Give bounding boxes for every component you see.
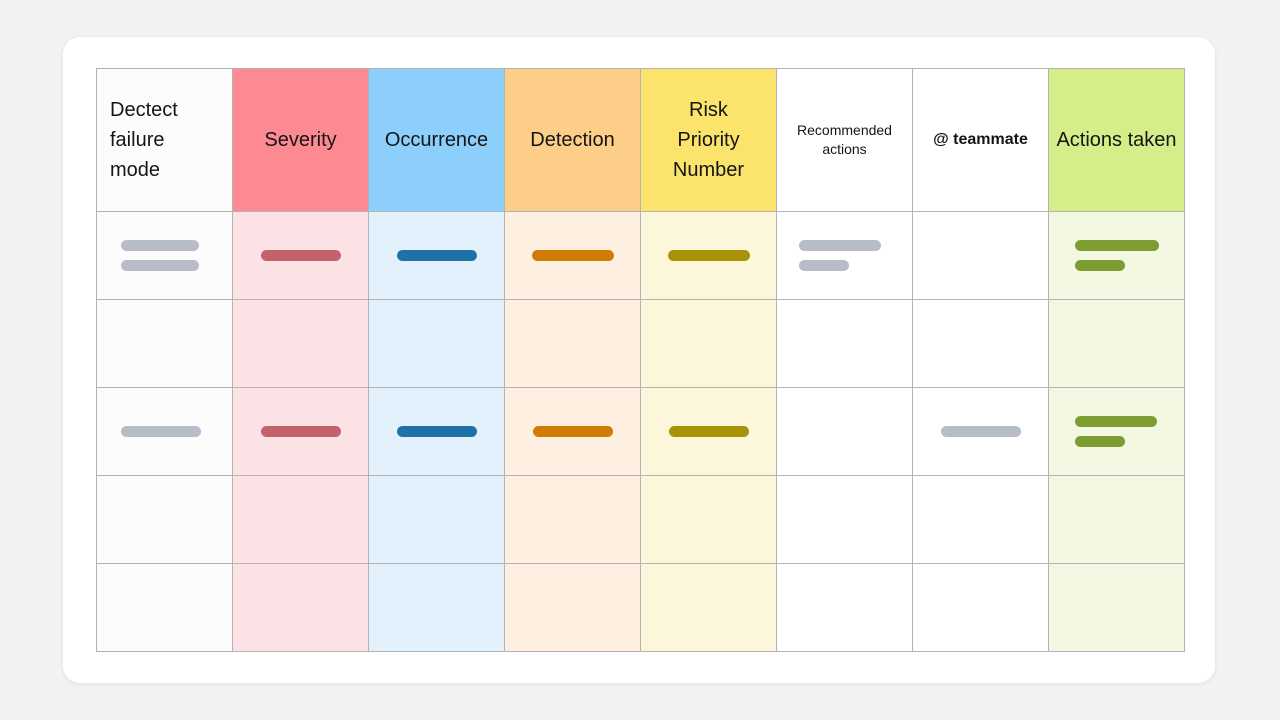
text-placeholder-pill xyxy=(1075,260,1125,271)
cell-actions-taken-row4[interactable] xyxy=(1049,476,1184,563)
cell-teammate-row2[interactable] xyxy=(913,300,1048,387)
cell-severity-row1[interactable] xyxy=(233,212,368,299)
cell-actions-taken-row5[interactable] xyxy=(1049,564,1184,651)
header-risk-priority-number[interactable]: Risk Priority Number xyxy=(641,69,776,211)
header-detection[interactable]: Detection xyxy=(505,69,640,211)
cell-actions-taken-row3[interactable] xyxy=(1049,388,1184,475)
text-placeholder-pill xyxy=(1075,240,1159,251)
text-placeholder-pill xyxy=(121,260,199,271)
cell-detection-row4[interactable] xyxy=(505,476,640,563)
cell-occurrence-row3[interactable] xyxy=(369,388,504,475)
header-label: @ teammate xyxy=(933,131,1028,148)
cell-occurrence-row4[interactable] xyxy=(369,476,504,563)
cell-failure-mode-row4[interactable] xyxy=(97,476,232,563)
cell-recommended-actions-row1[interactable] xyxy=(777,212,912,299)
cell-risk-priority-number-row3[interactable] xyxy=(641,388,776,475)
cell-recommended-actions-row2[interactable] xyxy=(777,300,912,387)
text-placeholder-pill xyxy=(396,426,477,437)
text-placeholder-pill xyxy=(667,250,750,261)
header-label: Actions taken xyxy=(1056,129,1177,151)
cell-recommended-actions-row5[interactable] xyxy=(777,564,912,651)
cell-teammate-row4[interactable] xyxy=(913,476,1048,563)
header-teammate[interactable]: @ teammate xyxy=(913,69,1048,211)
header-label: Detection xyxy=(530,129,615,151)
cell-detection-row5[interactable] xyxy=(505,564,640,651)
text-placeholder-pill xyxy=(260,426,341,437)
text-placeholder-group xyxy=(1075,240,1159,271)
cell-failure-mode-row2[interactable] xyxy=(97,300,232,387)
cell-failure-mode-row5[interactable] xyxy=(97,564,232,651)
header-label: Occurrence xyxy=(384,129,489,151)
cell-detection-row1[interactable] xyxy=(505,212,640,299)
header-label: Dectect failure mode xyxy=(110,99,178,181)
cell-recommended-actions-row4[interactable] xyxy=(777,476,912,563)
cell-severity-row5[interactable] xyxy=(233,564,368,651)
text-placeholder-pill xyxy=(531,250,614,261)
cell-failure-mode-row1[interactable] xyxy=(97,212,232,299)
cell-risk-priority-number-row5[interactable] xyxy=(641,564,776,651)
cell-actions-taken-row2[interactable] xyxy=(1049,300,1184,387)
cell-occurrence-row1[interactable] xyxy=(369,212,504,299)
header-label: Risk Priority Number xyxy=(672,99,745,181)
text-placeholder-pill xyxy=(121,240,199,251)
cell-risk-priority-number-row4[interactable] xyxy=(641,476,776,563)
text-placeholder-pill xyxy=(121,426,201,437)
text-placeholder-pill xyxy=(260,250,341,261)
cell-detection-row2[interactable] xyxy=(505,300,640,387)
cell-teammate-row3[interactable] xyxy=(913,388,1048,475)
header-label: Severity xyxy=(264,129,337,151)
header-occurrence[interactable]: Occurrence xyxy=(369,69,504,211)
text-placeholder-pill xyxy=(799,240,881,251)
text-placeholder-pill xyxy=(396,250,477,261)
cell-teammate-row5[interactable] xyxy=(913,564,1048,651)
header-recommended-actions[interactable]: Recommended actions xyxy=(777,69,912,211)
header-severity[interactable]: Severity xyxy=(233,69,368,211)
cell-occurrence-row2[interactable] xyxy=(369,300,504,387)
text-placeholder-pill xyxy=(1075,436,1125,447)
cell-detection-row3[interactable] xyxy=(505,388,640,475)
cell-risk-priority-number-row2[interactable] xyxy=(641,300,776,387)
text-placeholder-group xyxy=(121,240,199,271)
text-placeholder-pill xyxy=(1075,416,1157,427)
cell-risk-priority-number-row1[interactable] xyxy=(641,212,776,299)
cell-severity-row4[interactable] xyxy=(233,476,368,563)
cell-failure-mode-row3[interactable] xyxy=(97,388,232,475)
fmea-table: Dectect failure mode Severity Occurrence… xyxy=(96,68,1185,652)
cell-severity-row3[interactable] xyxy=(233,388,368,475)
header-label: Recommended actions xyxy=(797,122,892,157)
text-placeholder-pill xyxy=(532,426,613,437)
header-actions-taken[interactable]: Actions taken xyxy=(1049,69,1184,211)
cell-teammate-row1[interactable] xyxy=(913,212,1048,299)
text-placeholder-pill xyxy=(799,260,849,271)
header-detect-failure-mode[interactable]: Dectect failure mode xyxy=(97,69,232,211)
cell-actions-taken-row1[interactable] xyxy=(1049,212,1184,299)
text-placeholder-pill xyxy=(668,426,749,437)
text-placeholder-group xyxy=(1075,416,1157,447)
cell-severity-row2[interactable] xyxy=(233,300,368,387)
board-card: Dectect failure mode Severity Occurrence… xyxy=(62,36,1216,684)
cell-recommended-actions-row3[interactable] xyxy=(777,388,912,475)
text-placeholder-pill xyxy=(940,426,1021,437)
cell-occurrence-row5[interactable] xyxy=(369,564,504,651)
text-placeholder-group xyxy=(799,240,881,271)
